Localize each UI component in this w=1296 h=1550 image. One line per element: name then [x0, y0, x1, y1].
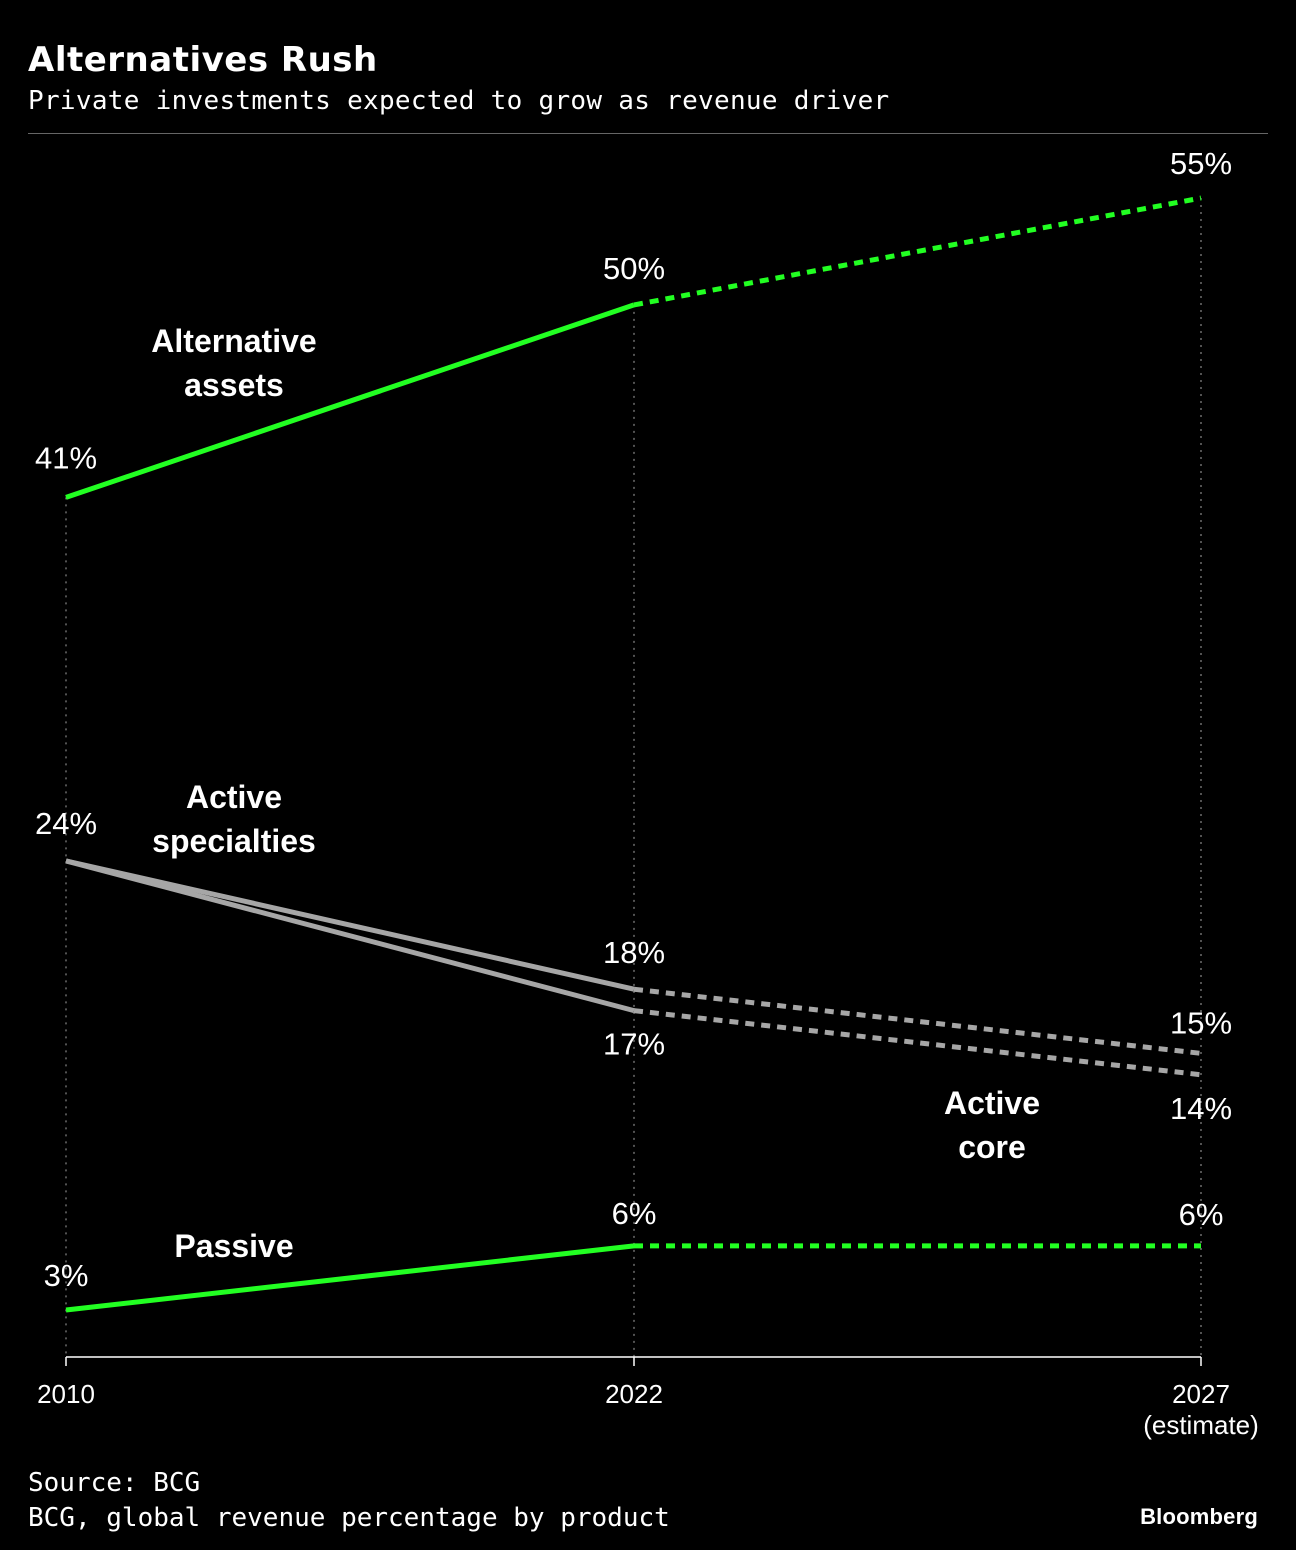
header-divider: [28, 133, 1268, 134]
value-label-passive-2010: 3%: [44, 1258, 89, 1293]
series-name-active-core-line-1: Active: [944, 1085, 1040, 1121]
x-tick-note-estimate: (estimate): [1143, 1410, 1259, 1440]
value-label-passive-2022: 6%: [612, 1196, 657, 1231]
value-label-active-core-2022: 17%: [603, 1027, 665, 1062]
x-tick-label-2027: 2027: [1172, 1379, 1230, 1409]
series-name-active-core-line-2: core: [958, 1129, 1026, 1165]
chart-title: Alternatives Rush: [28, 40, 378, 80]
series-line-alternative-assets: [65, 302, 635, 500]
x-tick-label-2010: 2010: [37, 1379, 95, 1409]
source-note: Source: BCG: [28, 1468, 201, 1498]
value-label-alternative-assets-2010: 41%: [35, 440, 97, 475]
data-note: BCG, global revenue percentage by produc…: [28, 1503, 670, 1533]
series-name-alternative-assets-line-2: assets: [184, 367, 284, 403]
series-name-alternative-assets-line-1: Alternative: [151, 323, 316, 359]
series-line-active-core: [65, 858, 635, 1014]
value-label-active-specialties-2010: 24%: [35, 806, 97, 841]
value-label-active-core-2027: 14%: [1170, 1091, 1232, 1126]
value-label-passive-2027: 6%: [1179, 1197, 1224, 1232]
bloomberg-logo: Bloomberg: [1140, 1504, 1258, 1529]
value-label-active-specialties-2022: 18%: [603, 935, 665, 970]
series-name-active-specialties-line-2: specialties: [152, 823, 316, 859]
series-name-active-specialties-line-1: Active: [186, 779, 282, 815]
value-label-active-specialties-2027: 15%: [1170, 1005, 1232, 1040]
series-line-passive: [65, 1243, 635, 1313]
chart-subtitle: Private investments expected to grow as …: [28, 86, 890, 116]
value-label-alternative-assets-2022: 50%: [603, 251, 665, 286]
series-line-estimate-alternative-assets: [633, 195, 1202, 308]
x-tick-label-2022: 2022: [605, 1379, 663, 1409]
series-line-active-specialties: [65, 858, 635, 992]
series-name-passive-line-1: Passive: [174, 1228, 293, 1264]
value-label-alternative-assets-2027: 55%: [1170, 146, 1232, 181]
